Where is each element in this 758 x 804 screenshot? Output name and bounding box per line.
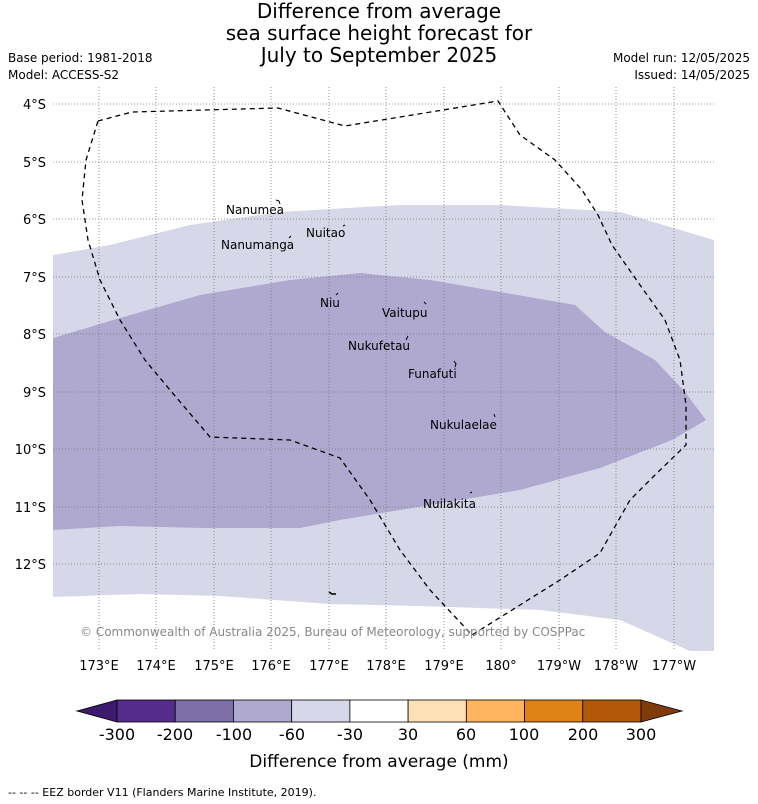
island-nukufetau: Nukufetau <box>348 339 410 353</box>
meta-right: Model run: 12/05/2025 Issued: 14/05/2025 <box>613 50 750 84</box>
title-line-2: sea surface height forecast for <box>225 21 533 45</box>
colorbar-tick: -100 <box>216 725 252 744</box>
lat-label: 4°S <box>23 98 46 113</box>
model-name: Model: ACCESS-S2 <box>8 68 120 82</box>
lon-label: 177°E <box>309 659 349 674</box>
lat-label: 6°S <box>23 213 46 228</box>
island-nukulaelae: Nukulaelae <box>430 418 497 432</box>
lon-label: 179°E <box>424 659 464 674</box>
colorbar: -300 -200 -100 -60 -30 30 60 100 200 300… <box>75 699 684 772</box>
lon-label: 177°W <box>652 659 696 674</box>
model-run: Model run: 12/05/2025 <box>612 51 750 65</box>
meta-left: Base period: 1981-2018 Model: ACCESS-S2 <box>8 50 153 84</box>
colorbar-segment <box>349 699 409 723</box>
colorbar-tick: -30 <box>337 725 363 744</box>
colorbar-label: Difference from average (mm) <box>249 752 508 772</box>
colorbar-tick: 30 <box>398 725 418 744</box>
colorbar-segment <box>116 699 176 723</box>
longitude-axis: 173°E 174°E 175°E 176°E 177°E 178°E 179°… <box>79 659 696 674</box>
lon-label: 174°E <box>136 659 176 674</box>
colorbar-tick: -200 <box>157 725 193 744</box>
anomaly-region-medium <box>53 273 706 530</box>
island-niu: Niu <box>320 296 340 310</box>
island-funafuti: Funafuti <box>408 367 457 381</box>
colorbar-segments <box>75 699 684 723</box>
colorbar-tick: 100 <box>509 725 540 744</box>
island-nanumanga: Nanumanga <box>221 238 294 252</box>
colorbar-extend-high <box>640 699 684 723</box>
lon-gridlines <box>98 87 675 651</box>
lon-label: 175°E <box>194 659 234 674</box>
colorbar-extend-low <box>75 699 118 723</box>
base-period: Base period: 1981-2018 <box>8 51 153 65</box>
island-nuitao: Nuitao <box>306 226 345 240</box>
lon-label: 173°E <box>79 659 119 674</box>
lon-label: 178°W <box>594 659 638 674</box>
eez-legend-note: -- -- -- EEZ border V11 (Flanders Marine… <box>8 786 317 799</box>
map-plot: Nanumea Nuitao Nanumanga Niu Vaitupu Nuk… <box>53 87 714 651</box>
lat-gridlines <box>53 103 714 565</box>
latitude-axis: 4°S 5°S 6°S 7°S 8°S 9°S 10°S 11°S 12°S <box>15 98 46 573</box>
island-nanumea: Nanumea <box>226 203 284 217</box>
colorbar-tick: 200 <box>568 725 599 744</box>
colorbar-tick: -300 <box>99 725 135 744</box>
lon-label: 178°E <box>366 659 406 674</box>
title-line-3: July to September 2025 <box>260 43 498 67</box>
lat-label: 7°S <box>23 271 46 286</box>
colorbar-segment <box>524 699 584 723</box>
lon-label: 176°E <box>251 659 291 674</box>
island-vaitupu: Vaitupu <box>382 306 428 320</box>
colorbar-segment <box>407 699 467 723</box>
title-line-1: Difference from average <box>256 0 502 23</box>
colorbar-segment <box>291 699 351 723</box>
lat-label: 10°S <box>15 443 46 458</box>
copyright-credit: © Commonwealth of Australia 2025, Bureau… <box>80 625 585 639</box>
colorbar-segment <box>465 699 525 723</box>
map-title: Difference from average sea surface heig… <box>0 0 758 66</box>
lat-label: 9°S <box>23 386 46 401</box>
colorbar-ticks: -300 -200 -100 -60 -30 30 60 100 200 300 <box>99 725 656 744</box>
island-nuilakita: Nuilakita <box>423 497 476 511</box>
lat-label: 12°S <box>15 558 46 573</box>
issued-date: Issued: 14/05/2025 <box>634 68 750 82</box>
colorbar-segment <box>233 699 293 723</box>
lat-label: 5°S <box>23 156 46 171</box>
lon-label: 179°W <box>537 659 581 674</box>
lat-label: 11°S <box>15 501 46 516</box>
colorbar-segment <box>174 699 234 723</box>
colorbar-tick: 60 <box>456 725 476 744</box>
lon-label: 180° <box>485 659 516 674</box>
colorbar-segment <box>582 699 642 723</box>
colorbar-tick: -60 <box>279 725 305 744</box>
island-labels: Nanumea Nuitao Nanumanga Niu Vaitupu Nuk… <box>221 203 497 511</box>
island-markers <box>275 199 496 595</box>
colorbar-tick: 300 <box>626 725 657 744</box>
lat-label: 8°S <box>23 328 46 343</box>
